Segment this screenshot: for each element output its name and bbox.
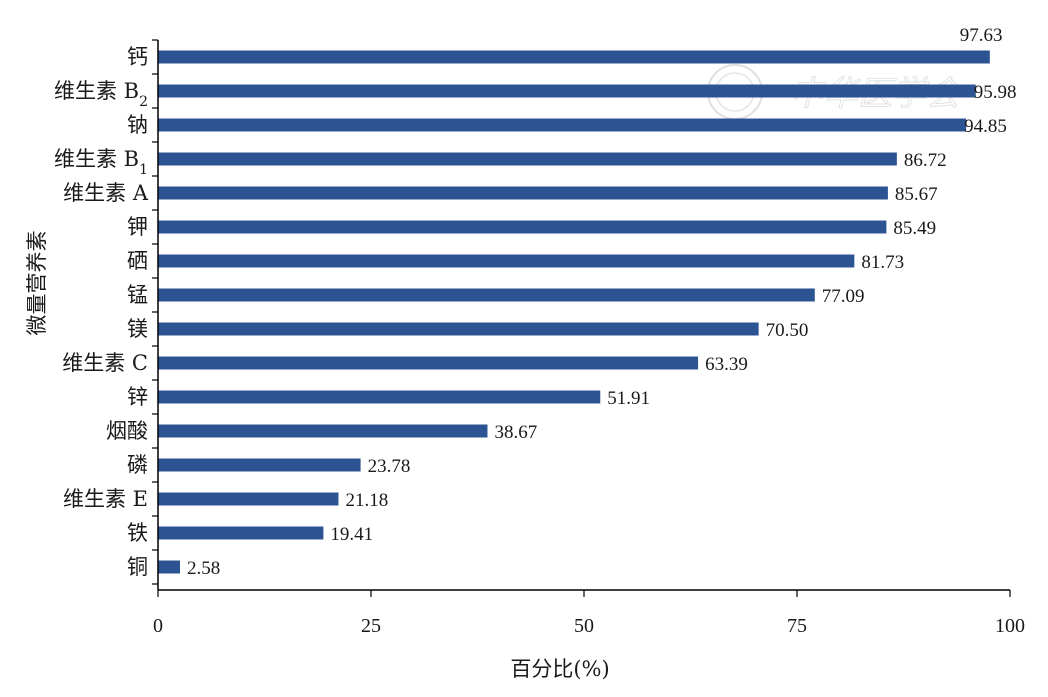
- category-label: 钠: [127, 113, 148, 137]
- category-label: 磷: [127, 453, 148, 477]
- bar: [158, 492, 339, 506]
- bar: [158, 356, 699, 370]
- value-label: 19.41: [330, 524, 373, 545]
- value-label: 77.09: [822, 286, 865, 307]
- category-label: 铁: [127, 521, 148, 545]
- category-label: 维生素 B1: [54, 147, 148, 178]
- bar: [158, 118, 967, 132]
- value-label: 2.58: [187, 558, 220, 579]
- bar: [158, 152, 897, 166]
- bar: [158, 254, 855, 268]
- x-tick-label: 75: [787, 615, 807, 637]
- value-label: 97.63: [960, 25, 1003, 46]
- bar: [158, 186, 888, 200]
- value-label: 95.98: [974, 82, 1017, 103]
- category-label: 维生素 E: [63, 487, 148, 511]
- bar: [158, 84, 976, 98]
- category-label: 钾: [127, 215, 148, 239]
- category-label: 锌: [127, 385, 148, 409]
- bar: [158, 50, 990, 64]
- category-label: 镁: [127, 317, 148, 341]
- value-label: 85.49: [893, 218, 936, 239]
- value-label: 51.91: [607, 388, 650, 409]
- category-label: 烟酸: [106, 419, 148, 443]
- category-label: 锰: [127, 283, 148, 307]
- category-label: 维生素 A: [63, 181, 149, 205]
- bar: [158, 288, 815, 302]
- category-label: 铜: [127, 555, 148, 579]
- x-tick-label: 0: [153, 615, 163, 637]
- value-label: 38.67: [494, 422, 537, 443]
- category-label: 硒: [127, 249, 148, 273]
- value-label: 86.72: [904, 150, 947, 171]
- bar: [158, 390, 601, 404]
- value-label: 21.18: [345, 490, 388, 511]
- x-ticks: 0 25 50 75 100: [153, 590, 1025, 637]
- x-tick-label: 25: [361, 615, 381, 637]
- category-label: 维生素 C: [62, 351, 148, 375]
- bars-layer: [158, 50, 990, 574]
- value-label: 23.78: [368, 456, 411, 477]
- value-label: 63.39: [705, 354, 748, 375]
- x-tick-label: 50: [574, 615, 594, 637]
- value-label: 94.85: [964, 116, 1007, 137]
- bar: [158, 526, 324, 540]
- category-label: 维生素 B2: [54, 79, 148, 110]
- bar: [158, 424, 488, 438]
- value-label: 81.73: [861, 252, 904, 273]
- y-axis-label: 微量营养素: [25, 231, 49, 336]
- bar: [158, 220, 887, 234]
- value-labels: 97.63 95.98 94.85 86.72 85.67 85.49 81.73 77.09…: [187, 25, 1017, 579]
- bar: [158, 458, 361, 472]
- x-axis-label: 百分比(%): [510, 657, 609, 681]
- value-label: 85.67: [895, 184, 938, 205]
- x-tick-label: 100: [995, 615, 1025, 637]
- category-label: 钙: [127, 45, 148, 69]
- bar: [158, 322, 759, 336]
- value-label: 70.50: [766, 320, 809, 341]
- bar: [158, 560, 180, 574]
